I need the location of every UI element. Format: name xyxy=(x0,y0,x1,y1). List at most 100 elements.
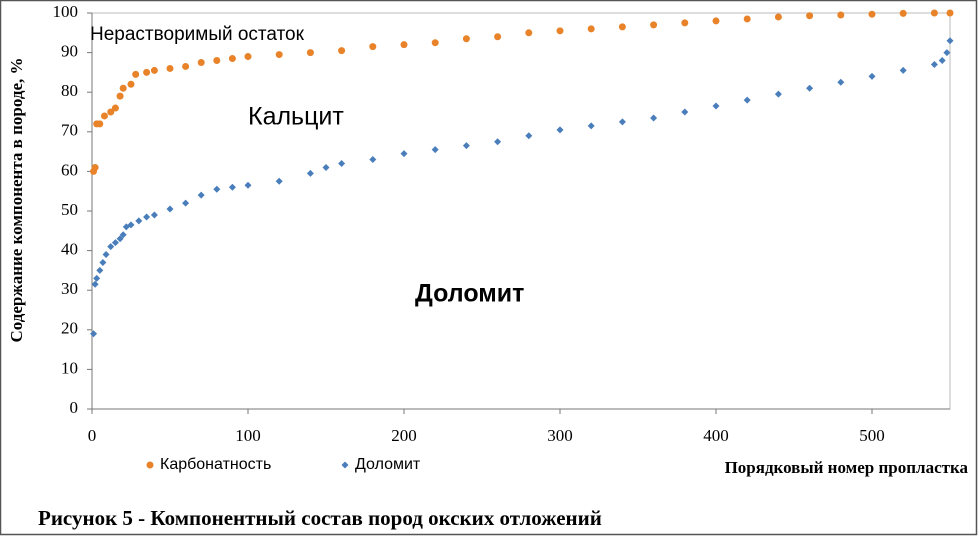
x-tick-label: 0 xyxy=(88,426,97,445)
point xyxy=(244,53,252,61)
point xyxy=(837,11,845,19)
y-axis-label: Содержание компонента в породе, % xyxy=(7,58,26,343)
point xyxy=(93,274,101,282)
point xyxy=(774,13,782,21)
point xyxy=(938,57,946,65)
point xyxy=(899,66,907,74)
point xyxy=(102,251,110,259)
point xyxy=(96,120,104,128)
legend-marker xyxy=(146,461,154,469)
point xyxy=(806,12,814,20)
point xyxy=(275,177,283,185)
point xyxy=(111,239,119,247)
point xyxy=(100,112,108,120)
point xyxy=(400,150,408,158)
legend-label: Доломит xyxy=(355,456,421,473)
point xyxy=(369,156,377,164)
y-tick-label: 70 xyxy=(61,121,78,140)
point xyxy=(197,191,205,199)
y-tick-label: 40 xyxy=(61,240,78,259)
point xyxy=(369,43,377,51)
point xyxy=(494,33,502,41)
point xyxy=(166,205,174,213)
point xyxy=(899,9,907,17)
y-tick-label: 0 xyxy=(70,398,79,417)
point xyxy=(400,41,408,49)
point xyxy=(119,84,127,92)
point xyxy=(244,181,252,189)
point xyxy=(930,60,938,68)
legend-label: Карбонатность xyxy=(160,456,271,473)
y-tick-label: 80 xyxy=(61,81,78,100)
point xyxy=(431,146,439,154)
point xyxy=(150,211,158,219)
point xyxy=(306,49,314,57)
point xyxy=(107,243,115,251)
point xyxy=(618,118,626,126)
point xyxy=(525,29,533,37)
point xyxy=(150,66,158,74)
point xyxy=(462,142,470,150)
annotation: Кальцит xyxy=(248,103,344,131)
y-tick-label: 60 xyxy=(61,160,78,179)
point xyxy=(182,199,190,207)
x-tick-label: 400 xyxy=(703,426,729,445)
point xyxy=(868,10,876,18)
point xyxy=(99,258,107,266)
point xyxy=(116,235,124,243)
x-tick-label: 100 xyxy=(235,426,261,445)
point xyxy=(712,102,720,110)
point xyxy=(122,223,130,231)
point xyxy=(681,108,689,116)
x-axis-label: Порядковый номер пропластка xyxy=(725,458,969,477)
point xyxy=(143,213,151,221)
point xyxy=(116,92,124,100)
point xyxy=(127,221,135,229)
point xyxy=(111,104,119,112)
point xyxy=(306,169,314,177)
point xyxy=(618,23,626,31)
point xyxy=(228,183,236,191)
point xyxy=(119,231,127,239)
point xyxy=(743,96,751,104)
point xyxy=(197,59,205,66)
point xyxy=(556,27,564,35)
point xyxy=(166,64,174,72)
point xyxy=(587,122,595,130)
x-tick-label: 500 xyxy=(859,426,885,445)
point xyxy=(556,126,564,134)
point xyxy=(275,51,283,59)
point xyxy=(91,280,99,288)
point xyxy=(774,90,782,98)
point xyxy=(943,49,951,57)
y-tick-label: 20 xyxy=(61,319,78,338)
y-tick-label: 10 xyxy=(61,358,78,377)
point xyxy=(494,138,502,146)
point xyxy=(213,185,221,193)
point xyxy=(143,68,151,76)
point xyxy=(712,17,720,25)
point xyxy=(338,159,346,167)
x-tick-label: 200 xyxy=(391,426,417,445)
point xyxy=(946,37,954,45)
y-tick-label: 90 xyxy=(61,42,78,61)
legend-marker xyxy=(341,461,349,469)
x-tick-label: 300 xyxy=(547,426,573,445)
annotation: Доломит xyxy=(415,280,524,308)
y-tick-label: 30 xyxy=(61,279,78,298)
point xyxy=(96,266,104,274)
point xyxy=(135,217,143,225)
point xyxy=(806,84,814,92)
point xyxy=(182,62,190,70)
point xyxy=(681,19,689,27)
point xyxy=(91,163,99,171)
point xyxy=(930,9,938,17)
y-tick-label: 100 xyxy=(53,2,79,21)
point xyxy=(525,132,533,140)
y-tick-label: 50 xyxy=(61,200,78,219)
point xyxy=(868,72,876,80)
point xyxy=(946,9,954,17)
point xyxy=(587,25,595,33)
point xyxy=(650,21,658,29)
